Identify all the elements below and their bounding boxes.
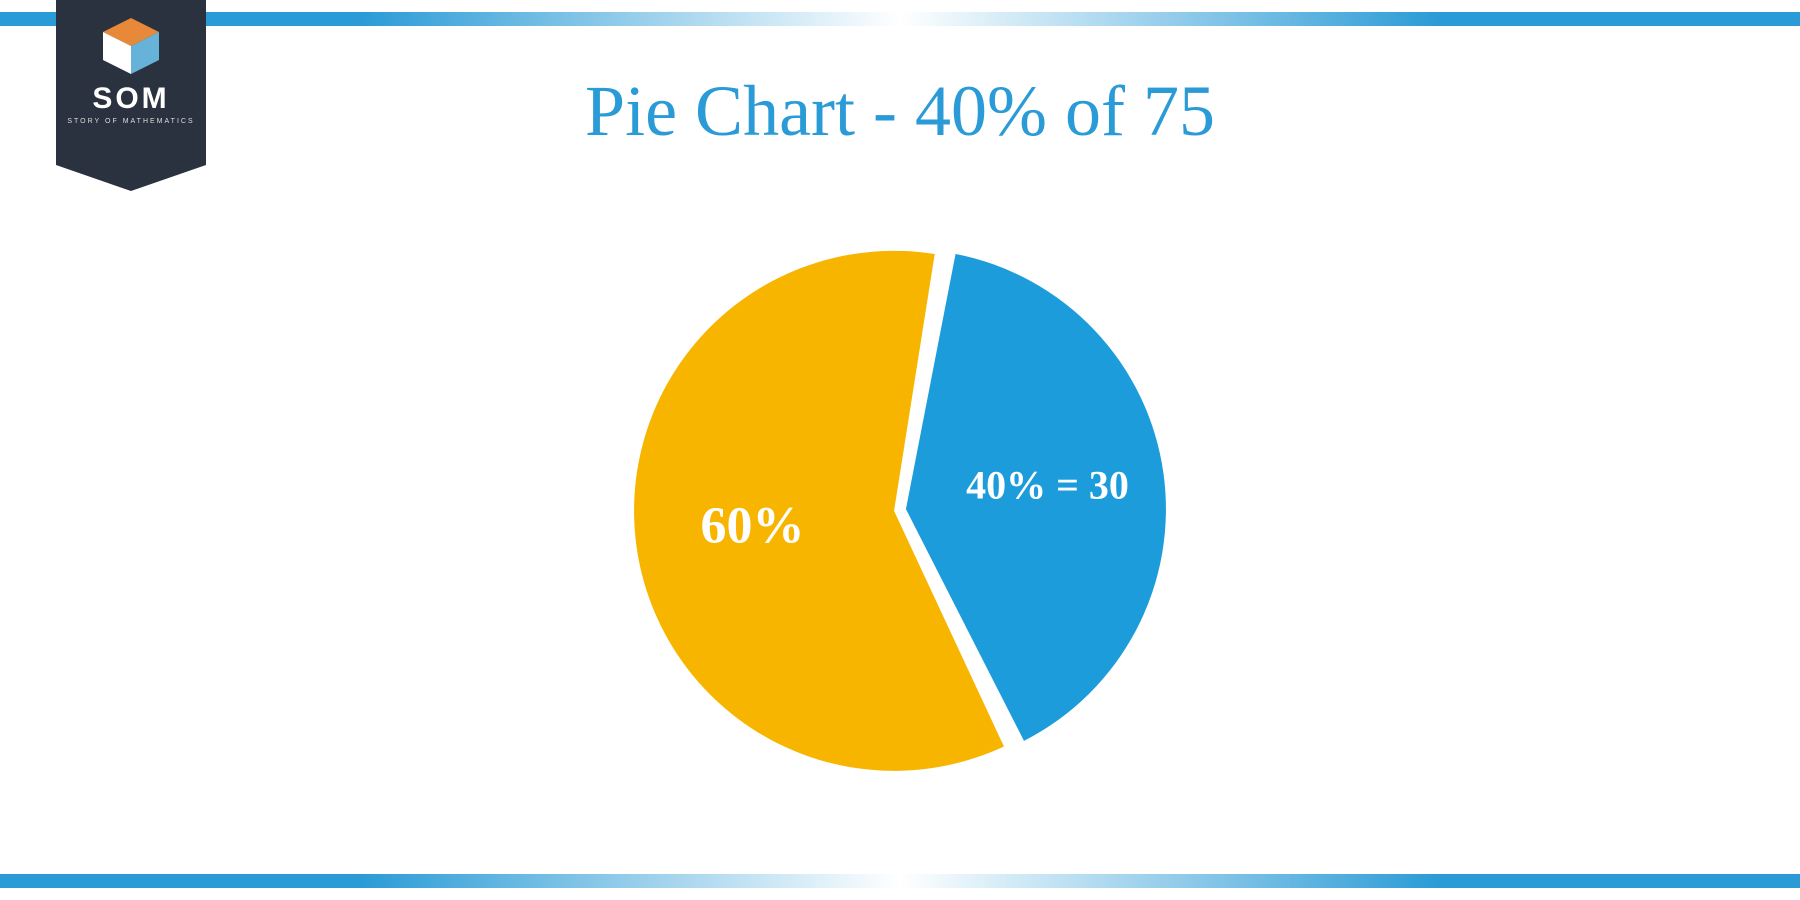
bottom-bar-left-gradient bbox=[0, 874, 900, 888]
brand-logo-icon bbox=[103, 18, 159, 74]
bottom-bar-right-gradient bbox=[900, 874, 1800, 888]
top-accent-bar bbox=[0, 12, 1800, 26]
pie-chart-container: 40% = 30 60% bbox=[0, 210, 1800, 815]
pie-slice-label-forty: 40% = 30 bbox=[966, 462, 1129, 507]
chart-title: Pie Chart - 40% of 75 bbox=[0, 70, 1800, 153]
brand-badge-tail bbox=[56, 165, 206, 191]
top-bar-right-gradient bbox=[900, 12, 1800, 26]
pie-chart: 40% = 30 60% bbox=[600, 210, 1200, 810]
pie-slice-label-sixty: 60% bbox=[700, 498, 804, 555]
bottom-accent-bar bbox=[0, 874, 1800, 888]
